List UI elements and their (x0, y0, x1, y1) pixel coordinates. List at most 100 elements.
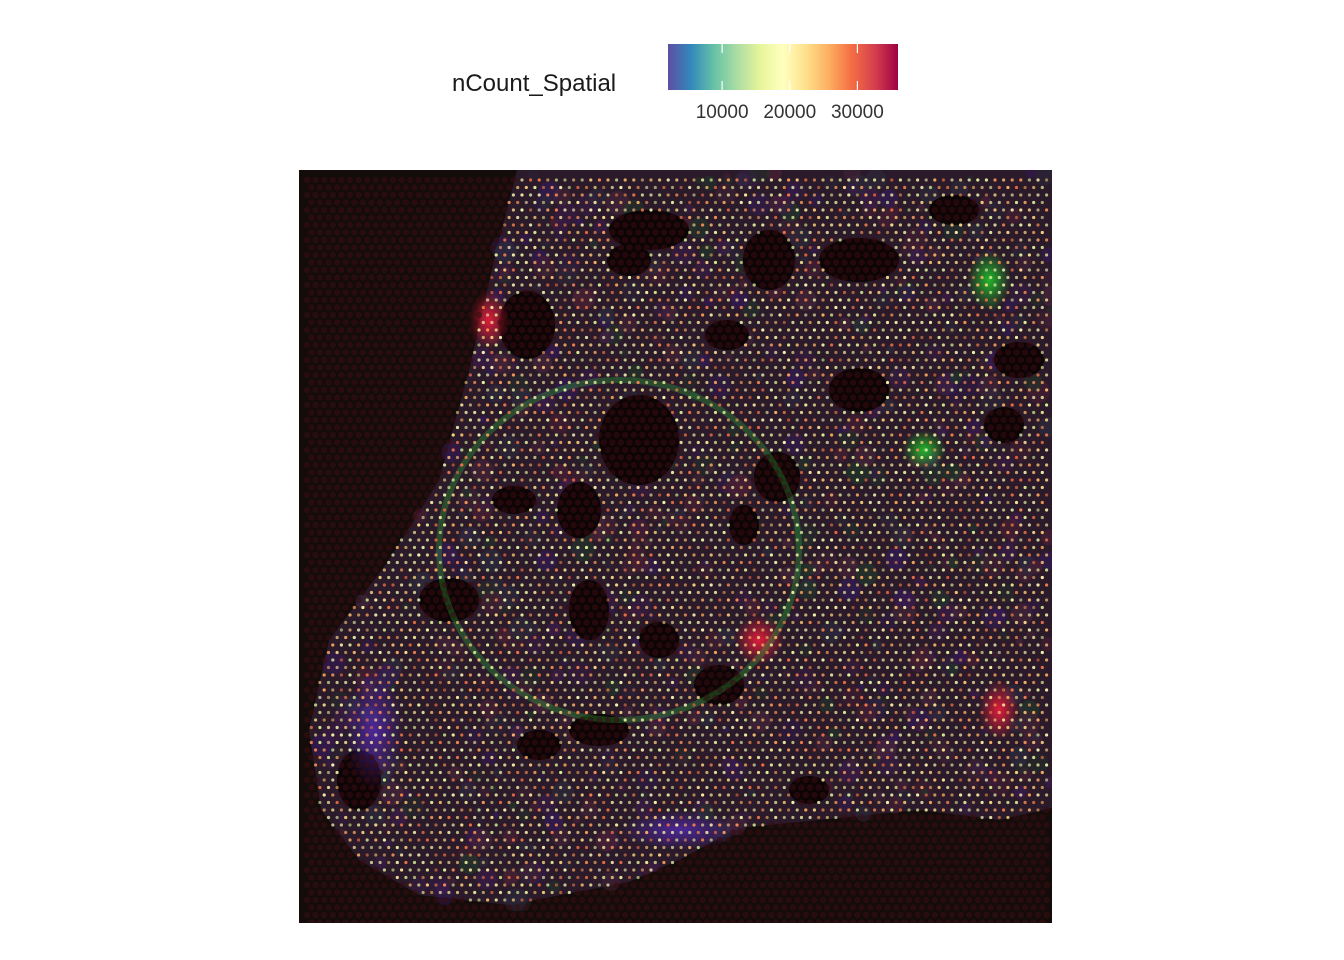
spot (688, 260, 692, 265)
spot (718, 298, 722, 302)
spot (518, 506, 526, 514)
spot (984, 208, 989, 212)
spot (437, 589, 444, 596)
spot (559, 365, 563, 370)
spot (1045, 598, 1049, 602)
spot (589, 403, 593, 407)
spot (868, 290, 872, 295)
spot (656, 221, 663, 229)
spot (389, 281, 397, 289)
spot (756, 305, 761, 310)
spot (381, 506, 388, 514)
spot (688, 215, 692, 220)
spot (437, 469, 444, 476)
spot (554, 568, 558, 572)
spot (1010, 388, 1014, 392)
spot (653, 335, 657, 340)
spot (851, 590, 855, 595)
spot (467, 281, 474, 289)
spot (675, 283, 679, 287)
spot (1040, 515, 1044, 520)
spot (441, 266, 448, 274)
spot (971, 365, 976, 370)
spot (325, 259, 332, 266)
spot (1010, 583, 1014, 587)
spot (460, 433, 464, 437)
spot (636, 500, 640, 505)
spot (804, 298, 808, 302)
spot (445, 214, 453, 221)
spot (640, 193, 644, 197)
spot (609, 259, 616, 266)
spot (503, 253, 507, 257)
spot (1036, 448, 1040, 452)
spot (321, 206, 328, 214)
spot (1027, 478, 1031, 482)
spot (541, 230, 546, 235)
spot (531, 334, 539, 341)
spot (885, 560, 890, 565)
spot (1014, 515, 1019, 520)
spot (847, 178, 851, 182)
spot (477, 418, 481, 422)
spot (428, 214, 435, 221)
spot (359, 244, 367, 251)
spot (722, 260, 726, 265)
spot (662, 275, 666, 280)
spot (984, 178, 989, 182)
spot (411, 259, 418, 266)
spot (572, 193, 576, 197)
spot (316, 199, 324, 206)
spot (584, 290, 589, 295)
spot (692, 523, 696, 527)
spot (389, 311, 397, 319)
spot (1032, 455, 1036, 460)
spot (407, 356, 414, 364)
spot (705, 560, 709, 565)
spot (376, 319, 384, 326)
spot (308, 439, 315, 446)
spot (735, 313, 739, 317)
spot (398, 521, 405, 529)
spot (523, 334, 530, 341)
spot (756, 545, 761, 550)
spot (933, 478, 937, 482)
spot (617, 259, 625, 266)
spot (1014, 575, 1019, 580)
spot (381, 296, 388, 304)
spot (748, 575, 752, 580)
spot (842, 335, 847, 340)
spot (860, 200, 864, 205)
spot (398, 386, 405, 394)
spot (1032, 485, 1036, 490)
spot (346, 251, 354, 259)
spot (890, 238, 894, 242)
spot (447, 575, 451, 580)
spot (550, 515, 554, 520)
spot (632, 568, 636, 572)
spot (834, 215, 838, 220)
spot (645, 500, 649, 505)
spot (860, 185, 864, 190)
spot (880, 251, 887, 259)
spot (490, 395, 494, 400)
spot (959, 463, 963, 467)
spot (421, 530, 425, 535)
spot (735, 568, 739, 572)
spot (559, 335, 563, 340)
spot (572, 373, 576, 377)
spot (447, 545, 451, 550)
spot (346, 491, 354, 499)
spot (787, 343, 791, 347)
spot (561, 521, 569, 529)
spot (563, 298, 567, 302)
spot (490, 515, 494, 520)
spot (486, 298, 490, 302)
spot (634, 259, 642, 266)
spot (524, 590, 528, 595)
spot (885, 275, 890, 280)
spot (632, 553, 636, 557)
spot (498, 410, 503, 415)
spot (670, 530, 675, 535)
spot (701, 328, 705, 332)
